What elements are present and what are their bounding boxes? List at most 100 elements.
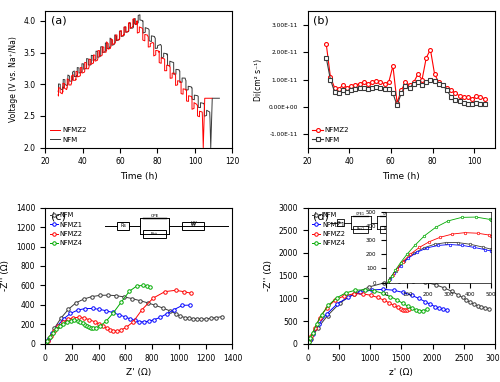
NFMZ1 — [180, 303, 186, 308]
NFMZ2 — [398, 88, 404, 93]
NFM — [460, 295, 466, 300]
Y-axis label: -Z'' (Ω): -Z'' (Ω) — [264, 260, 272, 291]
NFMZ1 — [90, 306, 96, 311]
Legend: NFM, NFMZ1, NFMZ2, NFMZ4: NFM, NFMZ1, NFMZ2, NFMZ4 — [311, 211, 346, 248]
Line: NFMZ4: NFMZ4 — [306, 288, 428, 346]
NFM — [454, 292, 460, 297]
NFMZ4 — [326, 303, 332, 308]
NFM — [428, 77, 434, 82]
NFM — [361, 86, 367, 90]
NFMZ2 — [188, 291, 194, 296]
X-axis label: z' (Ω): z' (Ω) — [390, 368, 413, 377]
NFMZ4 — [308, 336, 314, 341]
NFM — [160, 306, 166, 310]
NFM — [129, 296, 135, 301]
NFMZ1 — [369, 288, 375, 292]
NFMZ2 — [209, 96, 215, 100]
NFMZ2 — [482, 96, 488, 101]
NFMZ2 — [112, 41, 118, 46]
NFMZ2 — [411, 80, 417, 84]
NFMZ1 — [306, 338, 312, 343]
NFMZ1 — [54, 323, 60, 328]
NFMZ4 — [93, 325, 99, 330]
NFMZ4 — [416, 308, 422, 313]
NFMZ2 — [130, 320, 136, 324]
NFMZ2 — [172, 83, 178, 88]
NFMZ2 — [104, 326, 110, 330]
NFM — [378, 86, 384, 91]
NFM — [219, 314, 225, 319]
NFMZ2 — [336, 87, 342, 91]
NFM — [52, 326, 58, 330]
NFM — [474, 303, 480, 308]
NFMZ4 — [88, 326, 94, 330]
NFMZ2 — [305, 342, 311, 346]
NFMZ4 — [53, 327, 59, 332]
NFM — [410, 278, 416, 283]
NFM — [69, 79, 75, 83]
NFM — [398, 91, 404, 96]
NFMZ2 — [415, 72, 421, 76]
Text: (a): (a) — [50, 16, 66, 26]
NFMZ1 — [68, 311, 73, 316]
NFMZ2 — [361, 80, 367, 84]
NFM — [55, 89, 61, 93]
NFMZ4 — [56, 324, 62, 329]
Y-axis label: -Z'' (Ω): -Z'' (Ω) — [2, 260, 11, 291]
NFMZ2 — [394, 305, 400, 310]
NFMZ2 — [378, 80, 384, 84]
NFM — [436, 81, 442, 86]
Line: NFMZ2: NFMZ2 — [44, 288, 193, 346]
NFMZ4 — [84, 324, 90, 329]
Line: NFM: NFM — [324, 56, 486, 107]
NFM — [486, 306, 492, 311]
NFMZ4 — [314, 322, 320, 327]
NFMZ2 — [52, 329, 58, 333]
NFM — [473, 100, 479, 105]
NFMZ1 — [428, 302, 434, 307]
NFMZ4 — [305, 342, 311, 346]
NFM — [73, 301, 79, 305]
NFMZ1 — [43, 342, 49, 346]
NFM — [328, 77, 334, 82]
NFM — [198, 317, 204, 321]
NFMZ2 — [84, 60, 89, 65]
NFMZ1 — [164, 312, 170, 316]
NFM — [381, 281, 387, 285]
NFMZ2 — [65, 317, 71, 322]
NFM — [440, 83, 446, 87]
Line: NFMZ2: NFMZ2 — [306, 292, 410, 346]
NFMZ2 — [360, 291, 366, 296]
Line: NFMZ1: NFMZ1 — [44, 303, 192, 346]
NFMZ4 — [43, 342, 49, 346]
NFM — [208, 316, 214, 320]
NFMZ2 — [465, 95, 471, 100]
Line: NFM: NFM — [44, 293, 224, 346]
NFMZ1 — [334, 302, 340, 307]
NFMZ4 — [50, 331, 56, 335]
NFM — [432, 79, 438, 83]
NFMZ2 — [150, 40, 156, 45]
Line: NFMZ2: NFMZ2 — [58, 19, 212, 148]
NFMZ2 — [406, 83, 412, 87]
Legend: NFM, NFMZ1, NFMZ2, NFMZ4: NFM, NFMZ1, NFMZ2, NFMZ4 — [48, 211, 84, 248]
NFMZ2 — [344, 86, 350, 90]
NFMZ1 — [146, 319, 152, 324]
NFM — [66, 307, 71, 312]
NFM — [386, 87, 392, 91]
NFMZ1 — [436, 306, 442, 311]
NFMZ2 — [56, 324, 62, 329]
NFMZ4 — [380, 291, 386, 296]
NFMZ4 — [71, 318, 77, 323]
NFMZ1 — [50, 331, 56, 335]
NFMZ1 — [157, 315, 163, 320]
NFM — [356, 86, 362, 90]
NFM — [306, 342, 312, 346]
NFM — [314, 326, 320, 331]
NFMZ2 — [402, 308, 408, 312]
NFM — [432, 282, 438, 287]
NFMZ2 — [440, 83, 446, 87]
NFMZ2 — [84, 66, 89, 71]
NFM — [337, 301, 343, 305]
NFMZ2 — [348, 84, 354, 89]
